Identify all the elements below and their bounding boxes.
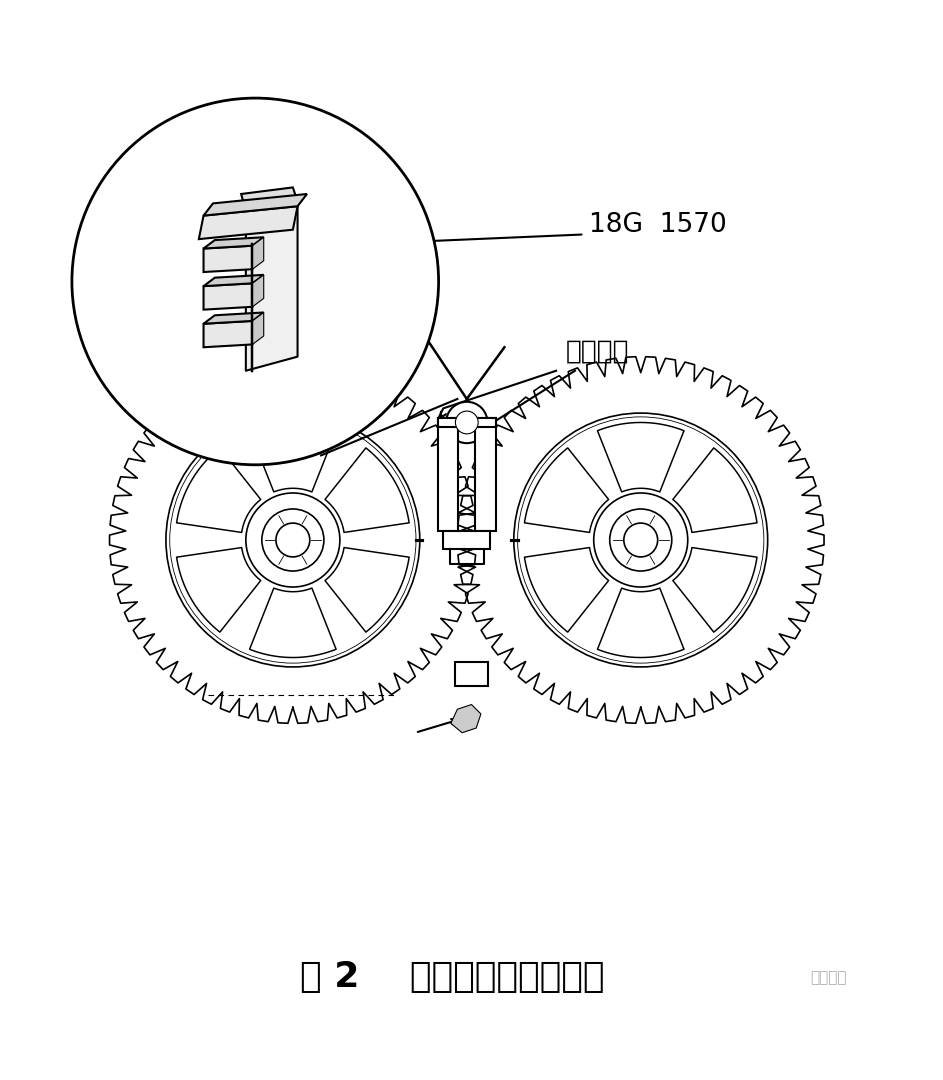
- Bar: [438, 418, 458, 530]
- Bar: [438, 418, 496, 428]
- Text: 汽修顾问: 汽修顾问: [811, 970, 847, 985]
- Polygon shape: [204, 321, 253, 348]
- Polygon shape: [241, 188, 298, 211]
- Circle shape: [594, 492, 687, 588]
- Circle shape: [446, 402, 488, 443]
- Polygon shape: [598, 589, 684, 658]
- Polygon shape: [109, 356, 476, 724]
- Polygon shape: [598, 422, 684, 491]
- Circle shape: [455, 411, 478, 434]
- Circle shape: [610, 509, 671, 571]
- Polygon shape: [204, 312, 264, 324]
- Polygon shape: [673, 448, 757, 532]
- Polygon shape: [457, 356, 824, 724]
- Polygon shape: [204, 246, 253, 272]
- Bar: [455, 662, 488, 686]
- Circle shape: [72, 98, 438, 464]
- Polygon shape: [325, 448, 409, 532]
- Bar: [443, 530, 490, 550]
- Polygon shape: [253, 274, 264, 307]
- Text: 正时标记: 正时标记: [566, 339, 629, 365]
- Polygon shape: [673, 548, 757, 632]
- Circle shape: [246, 492, 339, 588]
- Circle shape: [276, 523, 310, 557]
- Polygon shape: [253, 312, 264, 345]
- Circle shape: [262, 509, 323, 571]
- Polygon shape: [246, 202, 298, 370]
- Polygon shape: [176, 448, 260, 532]
- Circle shape: [624, 523, 657, 557]
- Bar: [1, 211, 942, 728]
- Polygon shape: [204, 238, 264, 248]
- Polygon shape: [204, 283, 253, 310]
- Polygon shape: [250, 589, 336, 658]
- Polygon shape: [204, 194, 307, 216]
- Polygon shape: [176, 548, 260, 632]
- Polygon shape: [524, 548, 608, 632]
- Polygon shape: [524, 448, 608, 532]
- Bar: [475, 418, 496, 530]
- Polygon shape: [250, 422, 336, 491]
- Polygon shape: [451, 704, 481, 732]
- Polygon shape: [204, 274, 264, 286]
- Polygon shape: [325, 548, 409, 632]
- Polygon shape: [253, 238, 264, 269]
- Text: 图 2    安装凸轮轴锁止工具: 图 2 安装凸轮轴锁止工具: [301, 960, 605, 995]
- Text: 18G  1570: 18G 1570: [589, 212, 727, 238]
- Polygon shape: [199, 206, 298, 239]
